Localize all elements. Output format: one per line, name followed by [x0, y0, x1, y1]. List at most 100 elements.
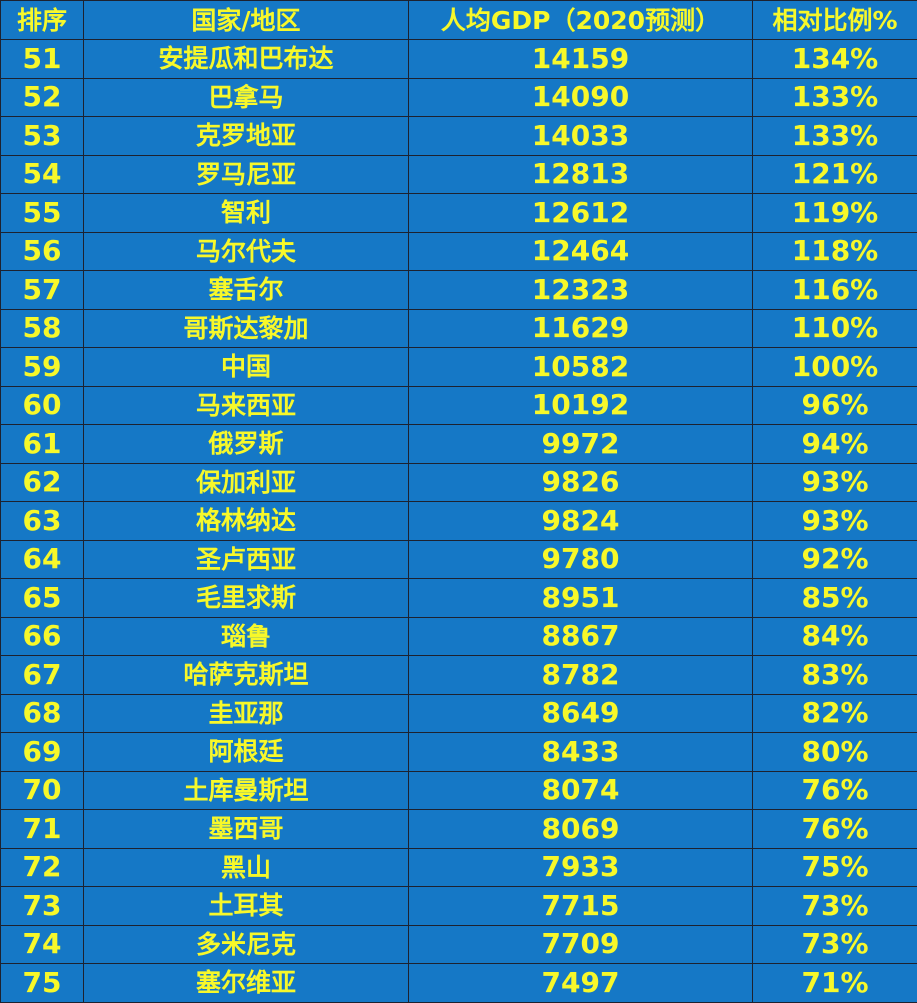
rank-cell: 72 [1, 848, 84, 887]
gdp-per-capita-cell: 7709 [409, 925, 753, 964]
country-cell: 多米尼克 [84, 925, 409, 964]
rank-cell: 64 [1, 540, 84, 579]
country-cell: 哈萨克斯坦 [84, 656, 409, 695]
gdp-per-capita-cell: 14090 [409, 78, 753, 117]
rank-cell: 70 [1, 771, 84, 810]
country-cell: 塞尔维亚 [84, 964, 409, 1003]
relative-ratio-cell: 134% [753, 40, 917, 79]
country-cell: 马来西亚 [84, 386, 409, 425]
rank-cell: 51 [1, 40, 84, 79]
rank-cell: 57 [1, 271, 84, 310]
rank-cell: 61 [1, 425, 84, 464]
country-cell: 智利 [84, 194, 409, 233]
country-cell: 哥斯达黎加 [84, 309, 409, 348]
gdp-column-header: 人均GDP（2020预测） [409, 1, 753, 40]
relative-ratio-cell: 80% [753, 733, 917, 772]
country-cell: 俄罗斯 [84, 425, 409, 464]
rank-column-header: 排序 [1, 1, 84, 40]
country-cell: 安提瓜和巴布达 [84, 40, 409, 79]
relative-ratio-cell: 121% [753, 155, 917, 194]
country-cell: 罗马尼亚 [84, 155, 409, 194]
rank-cell: 58 [1, 309, 84, 348]
table-header-row: 排序 国家/地区 人均GDP（2020预测） 相对比例% [1, 1, 917, 40]
gdp-per-capita-cell: 12323 [409, 271, 753, 310]
country-cell: 土库曼斯坦 [84, 771, 409, 810]
country-column-header: 国家/地区 [84, 1, 409, 40]
relative-ratio-cell: 71% [753, 964, 917, 1003]
country-cell: 毛里求斯 [84, 579, 409, 618]
gdp-per-capita-cell: 7933 [409, 848, 753, 887]
country-cell: 中国 [84, 348, 409, 387]
gdp-per-capita-cell: 7497 [409, 964, 753, 1003]
gdp-per-capita-cell: 8951 [409, 579, 753, 618]
gdp-per-capita-cell: 9780 [409, 540, 753, 579]
rank-cell: 63 [1, 502, 84, 541]
relative-ratio-cell: 100% [753, 348, 917, 387]
gdp-per-capita-cell: 14159 [409, 40, 753, 79]
gdp-per-capita-cell: 8867 [409, 617, 753, 656]
relative-ratio-cell: 83% [753, 656, 917, 695]
country-cell: 圣卢西亚 [84, 540, 409, 579]
gdp-per-capita-cell: 9826 [409, 463, 753, 502]
rank-cell: 75 [1, 964, 84, 1003]
gdp-per-capita-cell: 8069 [409, 810, 753, 849]
rank-cell: 74 [1, 925, 84, 964]
gdp-per-capita-cell: 12612 [409, 194, 753, 233]
gdp-per-capita-cell: 9824 [409, 502, 753, 541]
gdp-per-capita-cell: 8074 [409, 771, 753, 810]
relative-ratio-cell: 119% [753, 194, 917, 233]
country-cell: 克罗地亚 [84, 117, 409, 156]
gdp-per-capita-cell: 10192 [409, 386, 753, 425]
rank-cell: 53 [1, 117, 84, 156]
gdp-per-capita-cell: 8433 [409, 733, 753, 772]
country-cell: 圭亚那 [84, 694, 409, 733]
rank-cell: 55 [1, 194, 84, 233]
country-cell: 黑山 [84, 848, 409, 887]
gdp-per-capita-cell: 11629 [409, 309, 753, 348]
country-cell: 阿根廷 [84, 733, 409, 772]
relative-ratio-cell: 73% [753, 925, 917, 964]
rank-cell: 73 [1, 887, 84, 926]
relative-ratio-cell: 133% [753, 78, 917, 117]
relative-ratio-cell: 85% [753, 579, 917, 618]
rank-cell: 69 [1, 733, 84, 772]
relative-ratio-cell: 116% [753, 271, 917, 310]
relative-ratio-cell: 133% [753, 117, 917, 156]
relative-ratio-cell: 96% [753, 386, 917, 425]
gdp-per-capita-cell: 12813 [409, 155, 753, 194]
relative-ratio-cell: 75% [753, 848, 917, 887]
gdp-per-capita-cell: 14033 [409, 117, 753, 156]
relative-ratio-cell: 76% [753, 810, 917, 849]
rank-cell: 60 [1, 386, 84, 425]
country-cell: 塞舌尔 [84, 271, 409, 310]
gdp-per-capita-cell: 8782 [409, 656, 753, 695]
rank-cell: 54 [1, 155, 84, 194]
relative-ratio-cell: 73% [753, 887, 917, 926]
ratio-column-header: 相对比例% [753, 1, 917, 40]
relative-ratio-cell: 76% [753, 771, 917, 810]
